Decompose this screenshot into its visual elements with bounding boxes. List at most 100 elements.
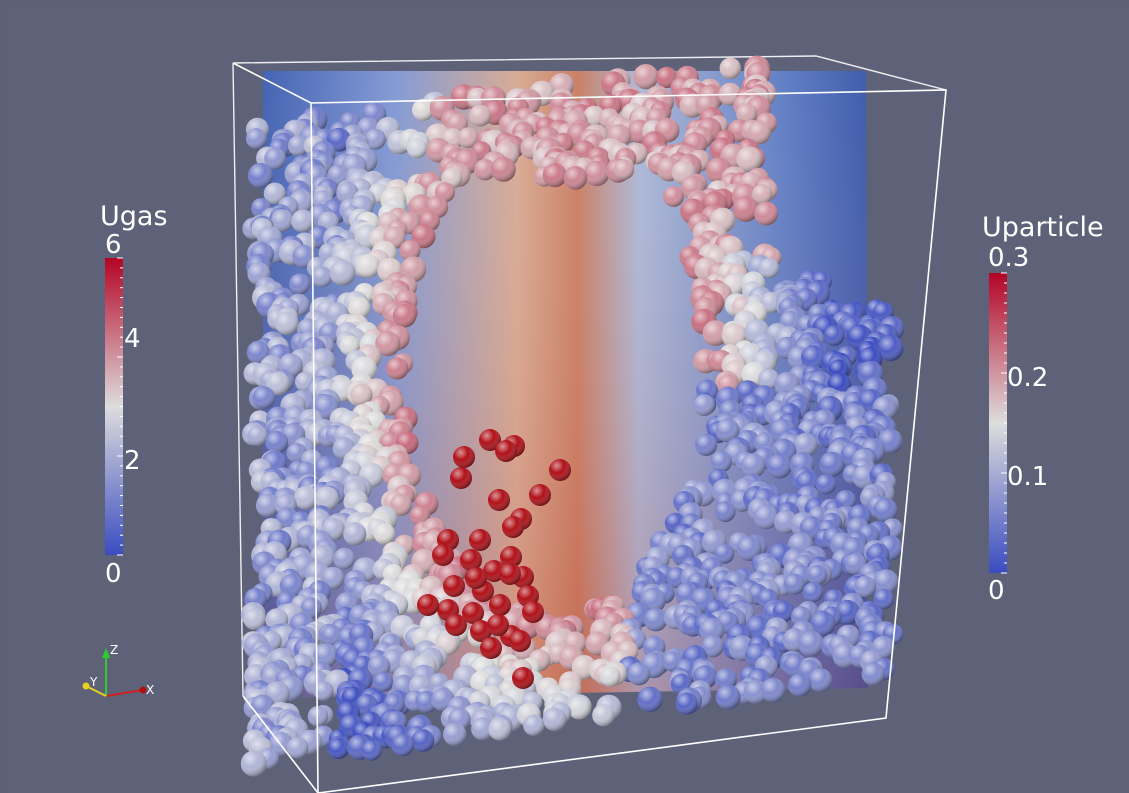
x-axis-line bbox=[105, 689, 144, 697]
fast-particle-shading bbox=[489, 594, 511, 616]
particle-shading bbox=[542, 707, 567, 732]
particle-shading bbox=[663, 186, 684, 207]
particle-shading bbox=[592, 704, 615, 727]
fast-particle-shading bbox=[453, 446, 475, 468]
particle-shading bbox=[389, 493, 412, 516]
particle-shading bbox=[823, 325, 845, 346]
particle-shading bbox=[364, 128, 386, 150]
particle-shading bbox=[613, 159, 635, 180]
particle-shading bbox=[333, 547, 356, 570]
fast-particle-shading bbox=[529, 484, 551, 506]
render-view[interactable]: Ugas 6 4 2 0 Uparticle 0.3 0.2 0.1 0 Z X… bbox=[8, 8, 1129, 793]
particle-shading bbox=[583, 105, 605, 127]
particle-shading bbox=[327, 738, 349, 759]
fast-particle-shading bbox=[432, 544, 454, 566]
particle-shading bbox=[443, 722, 467, 746]
particle-shading bbox=[343, 522, 367, 546]
particle-shading bbox=[637, 686, 663, 712]
fast-particle-shading bbox=[487, 614, 509, 636]
particle-shading bbox=[542, 163, 567, 188]
particle-shading bbox=[392, 303, 417, 328]
particle-shading bbox=[584, 160, 610, 187]
fast-particle-shading bbox=[417, 594, 439, 616]
particle-shading bbox=[772, 600, 795, 623]
particle-shading bbox=[873, 497, 898, 523]
particle-shading bbox=[240, 750, 267, 777]
particle-shading bbox=[567, 696, 591, 720]
particle-shading bbox=[807, 564, 828, 586]
particle-shading bbox=[411, 224, 436, 249]
fast-particle-shading bbox=[443, 575, 465, 597]
particle-shading bbox=[255, 493, 280, 517]
domain-outline-back bbox=[232, 55, 947, 697]
particle-shading bbox=[702, 320, 729, 346]
particle-shading bbox=[736, 103, 758, 125]
particle-shading bbox=[675, 692, 698, 715]
particle-shading bbox=[488, 718, 512, 741]
fast-particle-shading bbox=[502, 516, 524, 538]
particle-shading bbox=[740, 453, 766, 478]
x-axis-label: X bbox=[146, 683, 155, 697]
particle-shading bbox=[747, 120, 771, 145]
uparticle-tick-0: 0 bbox=[988, 576, 1005, 606]
particle-shading bbox=[361, 740, 382, 761]
particle-shading bbox=[247, 425, 268, 446]
particles bbox=[240, 55, 905, 777]
particle-shading bbox=[699, 617, 725, 643]
particle-shading bbox=[783, 573, 805, 595]
particle-shading bbox=[266, 371, 290, 396]
particle-shading bbox=[245, 128, 267, 149]
particle-shading bbox=[760, 677, 786, 703]
particle-shading bbox=[373, 523, 396, 545]
fast-particle-shading bbox=[469, 529, 491, 551]
particle-shading bbox=[736, 536, 762, 561]
fast-particle-shading bbox=[445, 614, 467, 636]
particle-shading bbox=[265, 430, 289, 454]
particle-shading bbox=[252, 386, 276, 409]
fast-particle-shading bbox=[512, 667, 534, 689]
particle-shading bbox=[563, 166, 588, 190]
particle-shading bbox=[766, 453, 792, 479]
particle-shading bbox=[386, 357, 409, 380]
particle-shading bbox=[314, 486, 339, 511]
particle-shading bbox=[627, 662, 651, 686]
particle-shading bbox=[263, 182, 286, 205]
z-axis-label: Z bbox=[110, 643, 119, 657]
particle-shading bbox=[693, 394, 715, 416]
particle-shading bbox=[350, 383, 373, 406]
particle-shading bbox=[793, 432, 818, 458]
particle-shading bbox=[291, 209, 315, 233]
particle-shading bbox=[809, 610, 836, 637]
particle-shading bbox=[243, 607, 266, 631]
particle-scene[interactable] bbox=[8, 8, 1129, 793]
particle-shading bbox=[758, 368, 780, 390]
particle-shading bbox=[391, 733, 415, 757]
uparticle-tick-0.2: 0.2 bbox=[1007, 363, 1049, 393]
particle-shading bbox=[313, 643, 338, 668]
particle-shading bbox=[798, 630, 824, 657]
particle-shading bbox=[264, 147, 286, 170]
particle-shading bbox=[399, 239, 421, 261]
particle-shading bbox=[375, 330, 401, 357]
particle-shading bbox=[348, 297, 371, 319]
particle-shading bbox=[410, 505, 431, 526]
particle-shading bbox=[411, 729, 435, 752]
particle-shading bbox=[873, 569, 899, 595]
particle-shading bbox=[406, 138, 428, 159]
y-axis-tip bbox=[82, 682, 90, 690]
fast-particle-shading bbox=[465, 567, 487, 589]
particle-shading bbox=[861, 662, 885, 686]
particle-shading bbox=[289, 273, 311, 295]
particle-shading bbox=[800, 345, 826, 371]
particle-shading bbox=[287, 135, 309, 157]
particle-shading bbox=[713, 543, 735, 564]
ugas-tick-6: 6 bbox=[105, 230, 122, 260]
particle-shading bbox=[356, 254, 381, 278]
particle-shading bbox=[600, 666, 621, 687]
particle-shading bbox=[715, 418, 740, 443]
particle-shading bbox=[754, 201, 778, 226]
particle-shading bbox=[808, 668, 833, 692]
ugas-tick-4: 4 bbox=[124, 324, 141, 354]
uparticle-legend-title: Uparticle bbox=[982, 212, 1104, 243]
